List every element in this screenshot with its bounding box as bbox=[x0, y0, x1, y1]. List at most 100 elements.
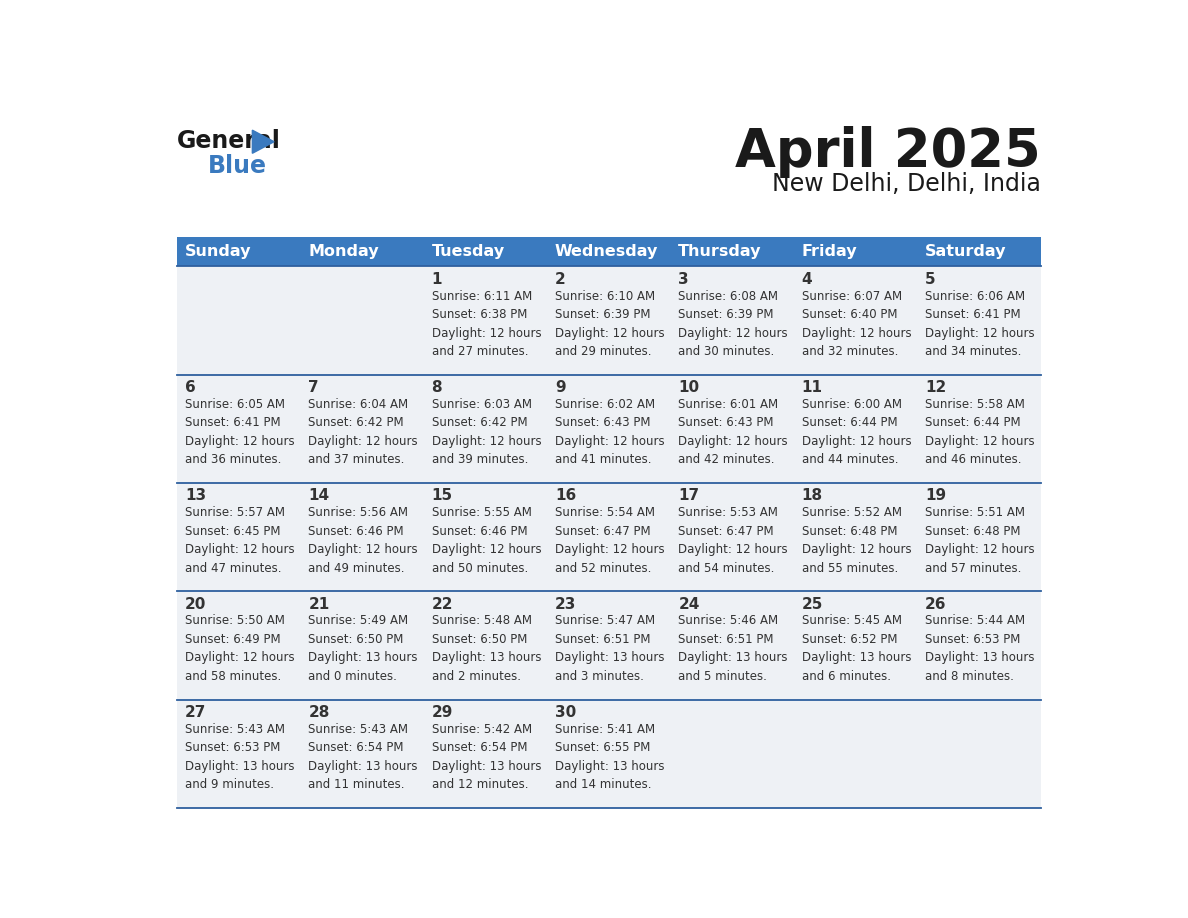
Text: Thursday: Thursday bbox=[678, 244, 762, 260]
Bar bbox=[424, 375, 548, 483]
Text: Sunrise: 5:47 AM
Sunset: 6:51 PM
Daylight: 13 hours
and 3 minutes.: Sunrise: 5:47 AM Sunset: 6:51 PM Dayligh… bbox=[555, 614, 664, 683]
Text: 15: 15 bbox=[431, 488, 453, 503]
Bar bbox=[424, 237, 548, 266]
Bar bbox=[177, 591, 301, 700]
Bar bbox=[917, 266, 1041, 375]
Bar bbox=[548, 591, 670, 700]
Text: 7: 7 bbox=[308, 380, 318, 395]
Text: Saturday: Saturday bbox=[925, 244, 1006, 260]
Text: Sunrise: 6:06 AM
Sunset: 6:41 PM
Daylight: 12 hours
and 34 minutes.: Sunrise: 6:06 AM Sunset: 6:41 PM Dayligh… bbox=[925, 289, 1035, 358]
Text: April 2025: April 2025 bbox=[735, 126, 1041, 177]
Text: 4: 4 bbox=[802, 272, 813, 286]
Text: Sunrise: 5:54 AM
Sunset: 6:47 PM
Daylight: 12 hours
and 52 minutes.: Sunrise: 5:54 AM Sunset: 6:47 PM Dayligh… bbox=[555, 506, 664, 575]
Text: Sunrise: 5:53 AM
Sunset: 6:47 PM
Daylight: 12 hours
and 54 minutes.: Sunrise: 5:53 AM Sunset: 6:47 PM Dayligh… bbox=[678, 506, 788, 575]
Text: Sunrise: 6:01 AM
Sunset: 6:43 PM
Daylight: 12 hours
and 42 minutes.: Sunrise: 6:01 AM Sunset: 6:43 PM Dayligh… bbox=[678, 397, 788, 466]
Text: Sunrise: 6:07 AM
Sunset: 6:40 PM
Daylight: 12 hours
and 32 minutes.: Sunrise: 6:07 AM Sunset: 6:40 PM Dayligh… bbox=[802, 289, 911, 358]
Text: Sunday: Sunday bbox=[185, 244, 252, 260]
Bar bbox=[794, 700, 917, 808]
Text: Sunrise: 5:57 AM
Sunset: 6:45 PM
Daylight: 12 hours
and 47 minutes.: Sunrise: 5:57 AM Sunset: 6:45 PM Dayligh… bbox=[185, 506, 295, 575]
Text: 9: 9 bbox=[555, 380, 565, 395]
Text: Sunrise: 6:03 AM
Sunset: 6:42 PM
Daylight: 12 hours
and 39 minutes.: Sunrise: 6:03 AM Sunset: 6:42 PM Dayligh… bbox=[431, 397, 542, 466]
Text: Sunrise: 5:41 AM
Sunset: 6:55 PM
Daylight: 13 hours
and 14 minutes.: Sunrise: 5:41 AM Sunset: 6:55 PM Dayligh… bbox=[555, 722, 664, 791]
Bar bbox=[670, 266, 794, 375]
Text: 23: 23 bbox=[555, 597, 576, 611]
Text: Sunrise: 5:43 AM
Sunset: 6:54 PM
Daylight: 13 hours
and 11 minutes.: Sunrise: 5:43 AM Sunset: 6:54 PM Dayligh… bbox=[308, 722, 418, 791]
Bar bbox=[301, 700, 424, 808]
Text: 5: 5 bbox=[925, 272, 936, 286]
Bar bbox=[424, 266, 548, 375]
Text: 30: 30 bbox=[555, 705, 576, 720]
Text: Sunrise: 5:58 AM
Sunset: 6:44 PM
Daylight: 12 hours
and 46 minutes.: Sunrise: 5:58 AM Sunset: 6:44 PM Dayligh… bbox=[925, 397, 1035, 466]
Bar bbox=[794, 375, 917, 483]
Text: Sunrise: 5:49 AM
Sunset: 6:50 PM
Daylight: 13 hours
and 0 minutes.: Sunrise: 5:49 AM Sunset: 6:50 PM Dayligh… bbox=[308, 614, 418, 683]
Bar bbox=[301, 483, 424, 591]
Bar bbox=[670, 591, 794, 700]
Text: Friday: Friday bbox=[802, 244, 858, 260]
Text: Sunrise: 5:55 AM
Sunset: 6:46 PM
Daylight: 12 hours
and 50 minutes.: Sunrise: 5:55 AM Sunset: 6:46 PM Dayligh… bbox=[431, 506, 542, 575]
Text: Tuesday: Tuesday bbox=[431, 244, 505, 260]
Text: Sunrise: 5:45 AM
Sunset: 6:52 PM
Daylight: 13 hours
and 6 minutes.: Sunrise: 5:45 AM Sunset: 6:52 PM Dayligh… bbox=[802, 614, 911, 683]
Text: Sunrise: 5:50 AM
Sunset: 6:49 PM
Daylight: 12 hours
and 58 minutes.: Sunrise: 5:50 AM Sunset: 6:49 PM Dayligh… bbox=[185, 614, 295, 683]
Bar bbox=[301, 266, 424, 375]
Text: Sunrise: 5:43 AM
Sunset: 6:53 PM
Daylight: 13 hours
and 9 minutes.: Sunrise: 5:43 AM Sunset: 6:53 PM Dayligh… bbox=[185, 722, 295, 791]
Bar bbox=[917, 237, 1041, 266]
Bar bbox=[177, 700, 301, 808]
Bar bbox=[301, 237, 424, 266]
Text: 20: 20 bbox=[185, 597, 207, 611]
Bar bbox=[670, 237, 794, 266]
Text: Sunrise: 6:04 AM
Sunset: 6:42 PM
Daylight: 12 hours
and 37 minutes.: Sunrise: 6:04 AM Sunset: 6:42 PM Dayligh… bbox=[308, 397, 418, 466]
Text: 29: 29 bbox=[431, 705, 453, 720]
Bar bbox=[917, 483, 1041, 591]
Text: Monday: Monday bbox=[308, 244, 379, 260]
Bar bbox=[177, 483, 301, 591]
Bar bbox=[424, 591, 548, 700]
Text: Sunrise: 6:11 AM
Sunset: 6:38 PM
Daylight: 12 hours
and 27 minutes.: Sunrise: 6:11 AM Sunset: 6:38 PM Dayligh… bbox=[431, 289, 542, 358]
Text: Blue: Blue bbox=[208, 154, 267, 178]
Text: 6: 6 bbox=[185, 380, 196, 395]
Text: Sunrise: 5:52 AM
Sunset: 6:48 PM
Daylight: 12 hours
and 55 minutes.: Sunrise: 5:52 AM Sunset: 6:48 PM Dayligh… bbox=[802, 506, 911, 575]
Bar bbox=[670, 483, 794, 591]
Text: Wednesday: Wednesday bbox=[555, 244, 658, 260]
Bar bbox=[301, 591, 424, 700]
Bar bbox=[424, 700, 548, 808]
Polygon shape bbox=[252, 130, 274, 153]
Text: 24: 24 bbox=[678, 597, 700, 611]
Text: 26: 26 bbox=[925, 597, 947, 611]
Text: 25: 25 bbox=[802, 597, 823, 611]
Text: 17: 17 bbox=[678, 488, 700, 503]
Bar bbox=[177, 237, 301, 266]
Bar bbox=[177, 375, 301, 483]
Text: 22: 22 bbox=[431, 597, 453, 611]
Text: General: General bbox=[177, 129, 282, 153]
Text: Sunrise: 6:05 AM
Sunset: 6:41 PM
Daylight: 12 hours
and 36 minutes.: Sunrise: 6:05 AM Sunset: 6:41 PM Dayligh… bbox=[185, 397, 295, 466]
Text: New Delhi, Delhi, India: New Delhi, Delhi, India bbox=[772, 172, 1041, 196]
Text: 13: 13 bbox=[185, 488, 206, 503]
Bar bbox=[177, 266, 301, 375]
Bar bbox=[917, 700, 1041, 808]
Text: 19: 19 bbox=[925, 488, 946, 503]
Text: Sunrise: 5:56 AM
Sunset: 6:46 PM
Daylight: 12 hours
and 49 minutes.: Sunrise: 5:56 AM Sunset: 6:46 PM Dayligh… bbox=[308, 506, 418, 575]
Text: Sunrise: 6:10 AM
Sunset: 6:39 PM
Daylight: 12 hours
and 29 minutes.: Sunrise: 6:10 AM Sunset: 6:39 PM Dayligh… bbox=[555, 289, 664, 358]
Text: Sunrise: 6:02 AM
Sunset: 6:43 PM
Daylight: 12 hours
and 41 minutes.: Sunrise: 6:02 AM Sunset: 6:43 PM Dayligh… bbox=[555, 397, 664, 466]
Text: 1: 1 bbox=[431, 272, 442, 286]
Bar bbox=[794, 266, 917, 375]
Text: 21: 21 bbox=[308, 597, 329, 611]
Bar bbox=[794, 483, 917, 591]
Text: 18: 18 bbox=[802, 488, 823, 503]
Text: 12: 12 bbox=[925, 380, 946, 395]
Text: 16: 16 bbox=[555, 488, 576, 503]
Bar bbox=[424, 483, 548, 591]
Text: Sunrise: 5:44 AM
Sunset: 6:53 PM
Daylight: 13 hours
and 8 minutes.: Sunrise: 5:44 AM Sunset: 6:53 PM Dayligh… bbox=[925, 614, 1035, 683]
Bar bbox=[548, 483, 670, 591]
Text: 11: 11 bbox=[802, 380, 822, 395]
Text: 10: 10 bbox=[678, 380, 700, 395]
Text: 2: 2 bbox=[555, 272, 565, 286]
Bar bbox=[548, 700, 670, 808]
Bar bbox=[794, 591, 917, 700]
Text: Sunrise: 5:48 AM
Sunset: 6:50 PM
Daylight: 13 hours
and 2 minutes.: Sunrise: 5:48 AM Sunset: 6:50 PM Dayligh… bbox=[431, 614, 541, 683]
Bar bbox=[917, 591, 1041, 700]
Bar bbox=[548, 375, 670, 483]
Bar bbox=[794, 237, 917, 266]
Bar bbox=[670, 375, 794, 483]
Text: Sunrise: 5:46 AM
Sunset: 6:51 PM
Daylight: 13 hours
and 5 minutes.: Sunrise: 5:46 AM Sunset: 6:51 PM Dayligh… bbox=[678, 614, 788, 683]
